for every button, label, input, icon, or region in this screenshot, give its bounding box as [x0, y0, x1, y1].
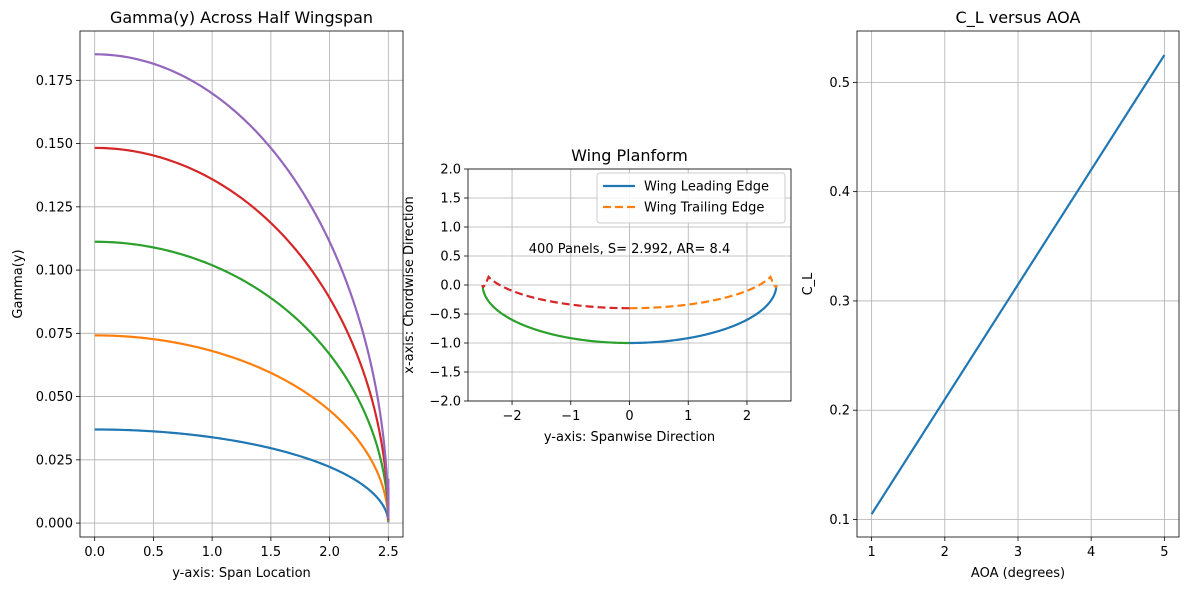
y-tick-label: 0.000 — [36, 517, 73, 532]
gamma-series-line — [94, 53, 390, 519]
x-tick-label: 0.0 — [84, 545, 105, 560]
chart-title: Gamma(y) Across Half Wingspan — [110, 8, 373, 27]
x-tick-label: 4 — [1087, 545, 1095, 560]
y-tick-label: 0.0 — [440, 279, 461, 294]
y-tick-label: 0.125 — [36, 200, 73, 215]
axes-frame — [467, 168, 792, 402]
y-tick-label: 0.2 — [829, 404, 850, 419]
trailing-edge-line — [481, 274, 630, 310]
x-tick-label: 3 — [1014, 545, 1022, 560]
y-tick-label: 0.4 — [829, 185, 850, 200]
y-axis-label: C_L — [801, 272, 816, 296]
x-tick-label: −1 — [561, 409, 580, 424]
leading-edge-line — [629, 284, 778, 345]
axes-frame — [79, 30, 404, 538]
gamma-distribution-chart: 0.0 0.5 1.0 1.5 2.0 2.5 0.000 0.025 0.050 0.075 0.… — [11, 8, 404, 581]
y-tick-label: 0.5 — [440, 250, 461, 265]
y-tick-label: −2.0 — [429, 395, 461, 410]
x-tick-label: 1.5 — [261, 545, 282, 560]
y-axis-label: x-axis: Chordwise Direction — [402, 196, 417, 373]
trailing-edge-line — [629, 274, 778, 310]
gamma-series-line — [94, 428, 390, 523]
x-tick-label: 0 — [625, 409, 633, 424]
x-tick-label: 5 — [1160, 545, 1168, 560]
wing-planform-chart: −2 −1 0 1 2 −2.0 −1.5 −1.0 −0.5 0.0 0.5 1.0 1.5 2.0 Wi… — [402, 146, 792, 445]
legend-box — [596, 172, 786, 224]
x-tick-label: 0.5 — [143, 545, 164, 560]
y-tick-label: 1.0 — [440, 221, 461, 236]
lift-coefficient-chart: 1 2 3 4 5 0.1 0.2 0.3 0.4 0.5 C_L versus AOA AOA (d… — [801, 8, 1180, 581]
y-tick-label: 1.5 — [440, 192, 461, 207]
x-axis-label: y-axis: Spanwise Direction — [544, 430, 715, 445]
y-tick-label: −1.5 — [429, 366, 461, 381]
axes-frame — [856, 30, 1180, 538]
y-tick-label: −0.5 — [429, 308, 461, 323]
x-axis-label: AOA (degrees) — [971, 566, 1065, 581]
y-tick-label: 0.150 — [36, 137, 73, 152]
x-tick-label: 2 — [941, 545, 949, 560]
y-tick-label: 0.3 — [829, 294, 850, 309]
x-tick-label: 1 — [684, 409, 692, 424]
panel-annotation: 400 Panels, S= 2.992, AR= 8.4 — [529, 242, 730, 257]
x-tick-label: 2 — [743, 409, 751, 424]
x-tick-label: 1 — [867, 545, 875, 560]
x-tick-label: 2.0 — [319, 545, 340, 560]
legend-label: Wing Leading Edge — [644, 180, 769, 195]
gamma-series-line — [94, 334, 390, 522]
y-tick-label: −1.0 — [429, 337, 461, 352]
y-axis-label: Gamma(y) — [11, 249, 26, 318]
y-tick-label: 0.175 — [36, 74, 73, 89]
y-tick-label: 0.075 — [36, 327, 73, 342]
y-tick-label: 0.1 — [829, 513, 850, 528]
x-axis-label: y-axis: Span Location — [172, 566, 311, 581]
x-tick-label: 1.0 — [202, 545, 223, 560]
chart-title: Wing Planform — [571, 146, 688, 165]
y-tick-label: 0.5 — [829, 76, 850, 91]
gamma-series-line — [94, 146, 390, 520]
y-tick-label: 2.0 — [440, 163, 461, 178]
cl-series-line — [870, 54, 1166, 515]
leading-edge-line — [481, 284, 630, 345]
x-tick-label: 2.5 — [378, 545, 399, 560]
legend: Wing Leading Edge Wing Trailing Edge — [596, 172, 786, 224]
gamma-series-line — [94, 240, 390, 521]
chart-title: C_L versus AOA — [956, 8, 1081, 28]
y-tick-label: 0.050 — [36, 390, 73, 405]
y-tick-label: 0.025 — [36, 453, 73, 468]
legend-label: Wing Trailing Edge — [644, 201, 764, 216]
x-tick-label: −2 — [502, 409, 521, 424]
y-tick-label: 0.100 — [36, 264, 73, 279]
